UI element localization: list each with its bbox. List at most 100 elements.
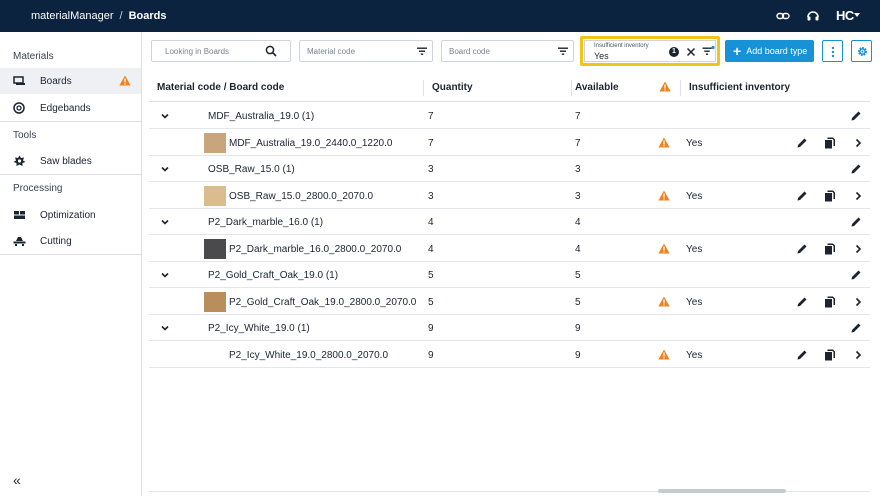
divider (0, 121, 141, 122)
table-row-board[interactable]: P2_Icy_White_19.0_2800.0_2070.0 9 9 Yes (149, 342, 870, 368)
quantity: 4 (428, 217, 434, 228)
sidebar-item-boards[interactable]: Boards (0, 68, 141, 94)
more-options-button[interactable] (822, 40, 843, 62)
boards-icon (13, 76, 25, 85)
chevron-right-icon[interactable] (852, 137, 864, 149)
scrollbar-thumb[interactable] (658, 489, 786, 493)
available: 9 (575, 323, 581, 334)
filter-count-badge: 1 (669, 47, 679, 57)
available: 7 (575, 111, 581, 122)
available: 7 (575, 138, 581, 149)
edit-icon[interactable] (850, 163, 862, 175)
warning-icon (658, 243, 670, 257)
column-header-insufficient[interactable]: Insufficient inventory (689, 82, 791, 93)
available: 3 (575, 164, 581, 175)
add-board-type-button[interactable]: + Add board type (725, 40, 814, 62)
horizontal-scrollbar[interactable] (149, 489, 870, 494)
sidebar-item-saw-blades[interactable]: Saw blades (0, 148, 141, 174)
insufficient-inventory-filter[interactable]: Insufficient inventory Yes 1 (580, 36, 720, 66)
section-title-materials: Materials (13, 51, 54, 62)
table-row-material[interactable]: P2_Gold_Craft_Oak_19.0 (1) 5 5 (149, 262, 870, 288)
board-code: MDF_Australia_19.0_2440.0_1220.0 (229, 138, 393, 149)
chevron-down-icon[interactable] (160, 270, 170, 280)
support-icon[interactable] (806, 9, 820, 23)
chevron-down-icon[interactable] (160, 164, 170, 174)
chevron-right-icon[interactable] (852, 190, 864, 202)
edit-icon[interactable] (796, 243, 808, 255)
material-code-filter[interactable]: Material code (299, 40, 433, 62)
available: 4 (575, 244, 581, 255)
board-code-filter[interactable]: Board code (441, 40, 574, 62)
insufficient-value: Yes (686, 138, 703, 149)
company-logo[interactable]: HC (836, 8, 854, 23)
sidebar-item-edgebands[interactable]: Edgebands (0, 95, 141, 121)
material-code: P2_Dark_marble_16.0 (1) (208, 217, 324, 228)
edit-icon[interactable] (850, 216, 862, 228)
filter-field[interactable]: Insufficient inventory Yes 1 (584, 40, 716, 62)
column-header-quantity[interactable]: Quantity (432, 82, 473, 93)
edit-icon[interactable] (796, 296, 808, 308)
table-row-board[interactable]: P2_Dark_marble_16.0_2800.0_2070.0 4 4 Yes (149, 236, 870, 262)
table-row-material[interactable]: P2_Dark_marble_16.0 (1) 4 4 (149, 209, 870, 235)
table-row-material[interactable]: P2_Icy_White_19.0 (1) 9 9 (149, 315, 870, 341)
available: 9 (575, 350, 581, 361)
table-row-material[interactable]: MDF_Australia_19.0 (1) 7 7 (149, 103, 870, 129)
available: 5 (575, 270, 581, 281)
edit-icon[interactable] (796, 349, 808, 361)
copy-icon[interactable] (824, 243, 836, 255)
table-row-board[interactable]: P2_Gold_Craft_Oak_19.0_2800.0_2070.0 5 5 Ye… (149, 289, 870, 315)
quantity: 5 (428, 270, 434, 281)
filter-icon[interactable] (557, 45, 569, 57)
chevron-down-icon[interactable] (160, 217, 170, 227)
column-header-code[interactable]: Material code / Board code (157, 82, 285, 93)
app-name[interactable]: materialManager (31, 10, 114, 22)
collapse-sidebar-icon[interactable]: « (13, 472, 21, 488)
chevron-down-icon[interactable] (160, 111, 170, 121)
quantity: 4 (428, 244, 434, 255)
column-divider (680, 80, 681, 96)
chevron-right-icon[interactable] (852, 243, 864, 255)
divider (0, 254, 141, 255)
table-row-material[interactable]: OSB_Raw_15.0 (1) 3 3 (149, 156, 870, 182)
edit-icon[interactable] (850, 322, 862, 334)
edit-icon[interactable] (796, 137, 808, 149)
column-header-available[interactable]: Available (575, 82, 619, 93)
quantity: 5 (428, 297, 434, 308)
chevron-down-icon[interactable] (160, 323, 170, 333)
edit-icon[interactable] (850, 269, 862, 281)
warning-icon[interactable] (659, 81, 671, 92)
copy-icon[interactable] (824, 190, 836, 202)
breadcrumb-separator: / (119, 10, 123, 22)
table-row-board[interactable]: OSB_Raw_15.0_2800.0_2070.0 3 3 Yes (149, 183, 870, 209)
copy-icon[interactable] (824, 296, 836, 308)
settings-button[interactable] (851, 40, 872, 62)
chevron-right-icon[interactable] (852, 349, 864, 361)
edit-icon[interactable] (850, 110, 862, 122)
search-input[interactable]: Looking in Boards (151, 40, 291, 62)
table-row-board[interactable]: MDF_Australia_19.0_2440.0_1220.0 7 7 Yes (149, 130, 870, 156)
sidebar-item-label: Optimization (40, 210, 96, 221)
breadcrumb-current: Boards (128, 10, 167, 22)
board-code-placeholder: Board code (449, 47, 490, 56)
filter-icon[interactable] (416, 45, 428, 57)
optimization-icon (14, 211, 25, 219)
link-icon[interactable] (776, 9, 790, 23)
chevron-down-icon[interactable] (854, 13, 860, 17)
insufficient-value: Yes (686, 244, 703, 255)
edit-icon[interactable] (796, 190, 808, 202)
quantity: 7 (428, 111, 434, 122)
chevron-right-icon[interactable] (852, 296, 864, 308)
divider (0, 174, 141, 175)
copy-icon[interactable] (824, 349, 836, 361)
sidebar-item-label: Cutting (40, 236, 72, 247)
filter-active-icon[interactable] (702, 45, 715, 57)
top-bar: materialManager / Boards HC (0, 0, 880, 32)
warning-icon (658, 349, 670, 363)
sidebar-item-cutting[interactable]: Cutting (0, 228, 141, 254)
sidebar-item-optimization[interactable]: Optimization (0, 202, 141, 228)
copy-icon[interactable] (824, 137, 836, 149)
clear-icon[interactable] (686, 47, 696, 57)
section-title-tools: Tools (13, 130, 37, 141)
board-code: P2_Icy_White_19.0_2800.0_2070.0 (229, 350, 389, 361)
material-code: P2_Icy_White_19.0 (1) (208, 323, 310, 334)
